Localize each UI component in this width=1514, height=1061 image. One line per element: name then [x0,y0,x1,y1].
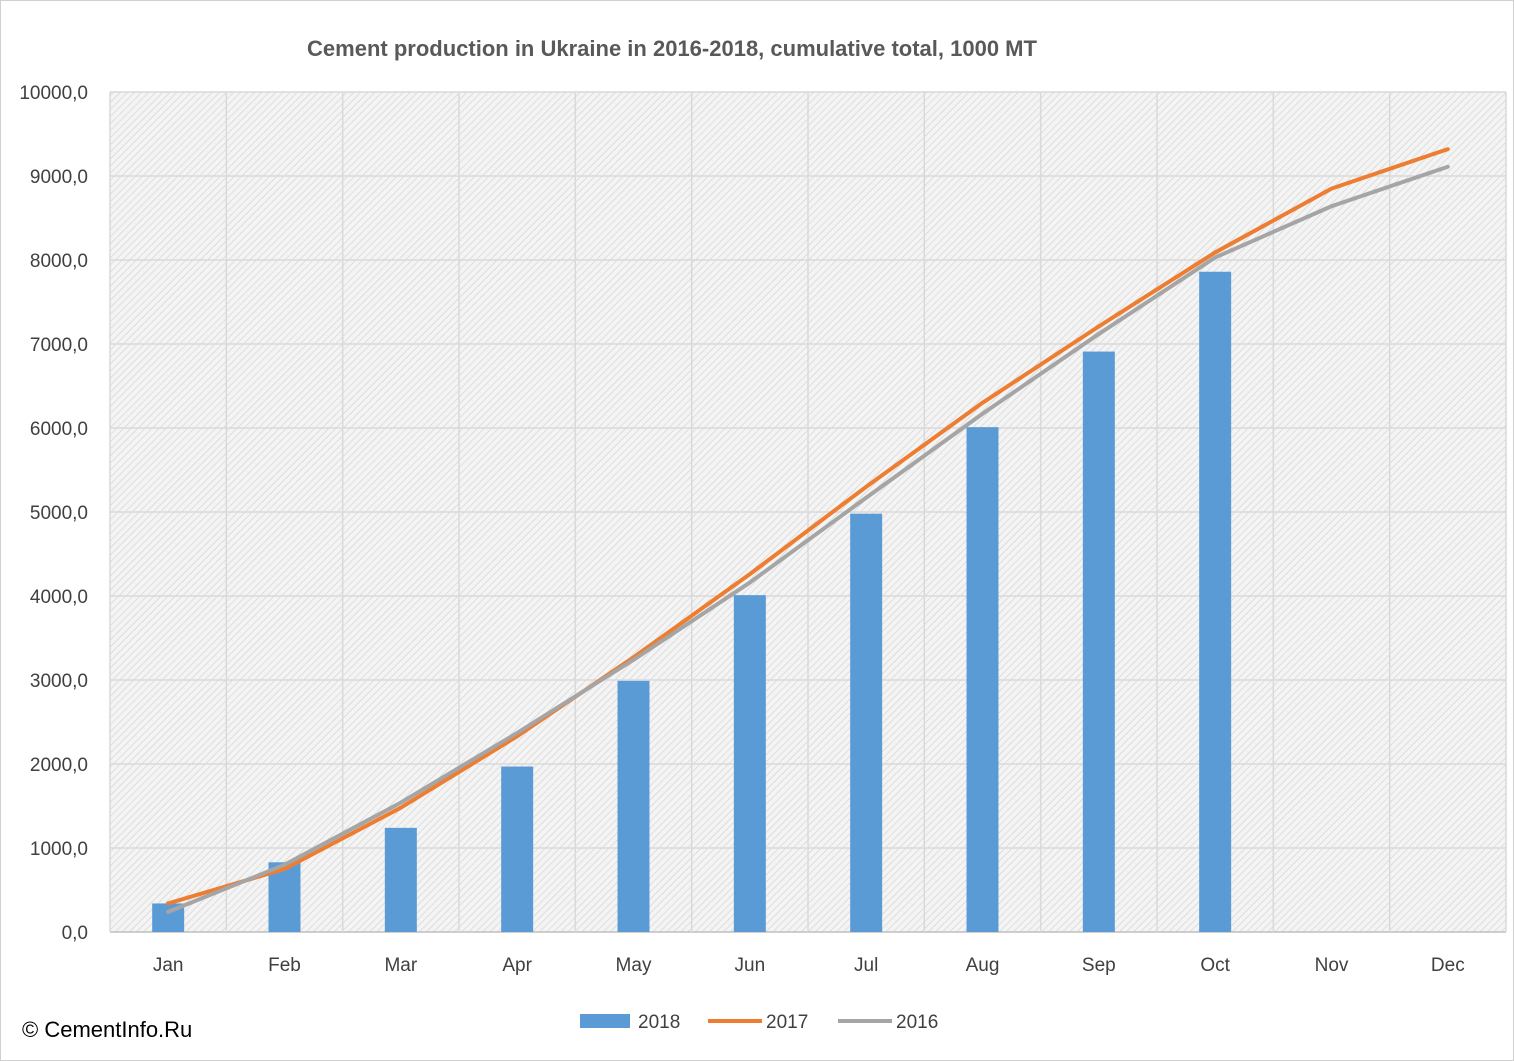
y-tick-label: 1000,0 [30,839,88,860]
y-tick-label: 3000,0 [30,671,88,692]
x-tick-label: Mar [384,955,417,976]
x-tick-label: Jul [854,955,878,976]
chart-title: Cement production in Ukraine in 2016-201… [307,36,1037,61]
x-tick-label: Feb [268,955,301,976]
y-tick-label: 5000,0 [30,503,88,524]
x-tick-label: May [616,955,652,976]
legend-swatch-2018 [580,1014,630,1028]
y-axis-ticks: 0,0 1000,0 2000,0 3000,0 4000,0 5000,0 6000,0 7… [19,83,88,944]
x-tick-label: Nov [1315,955,1349,976]
x-tick-label: Oct [1200,955,1230,976]
legend: 2018 2017 2016 [580,1012,938,1033]
gridlines [109,91,1507,933]
y-tick-label: 7000,0 [30,335,88,356]
bar-2018-sep [1082,351,1115,932]
y-tick-label: 9000,0 [30,167,88,188]
bar-2018-aug [966,427,999,932]
x-tick-label: Aug [966,955,1000,976]
bar-2018-jul [850,513,883,932]
bar-2018-jun [733,595,766,932]
x-tick-label: Sep [1082,955,1116,976]
y-tick-label: 0,0 [62,923,88,944]
legend-label-2018: 2018 [638,1012,680,1033]
x-tick-label: Jun [735,955,766,976]
y-tick-label: 8000,0 [30,251,88,272]
x-axis-ticks: Jan Feb Mar Apr May Jun Jul Aug Sep Oct Nov Dec [153,955,1465,976]
bar-2018-may [617,680,650,932]
y-tick-label: 6000,0 [30,419,88,440]
line-series-2016 [166,164,1450,914]
credit-text: © CementInfo.Ru [22,1017,192,1042]
line-series-2017 [166,147,1450,906]
line-series [166,147,1450,914]
y-tick-label: 4000,0 [30,587,88,608]
bar-2018-mar [384,827,417,932]
x-tick-label: Apr [502,955,532,976]
bar-series [152,271,1232,932]
bar-2018-apr [501,766,534,932]
bar-2018-oct [1199,271,1232,932]
x-tick-label: Jan [153,955,184,976]
legend-label-2016: 2016 [896,1012,938,1033]
x-tick-label: Dec [1431,955,1465,976]
y-tick-label: 10000,0 [19,83,88,104]
y-tick-label: 2000,0 [30,755,88,776]
legend-label-2017: 2017 [766,1012,808,1033]
